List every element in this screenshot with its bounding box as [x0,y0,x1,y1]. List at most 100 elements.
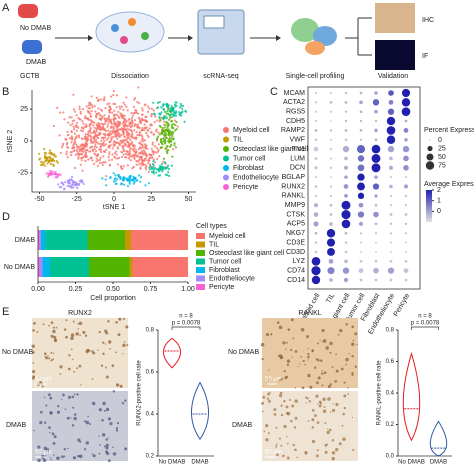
cell-point [166,122,170,125]
violin [429,420,448,457]
cell-point [143,143,147,146]
cell-point [107,115,111,118]
ihc-texture [335,353,337,356]
cell-point [142,140,145,143]
ihc-texture [318,404,322,408]
expression-dot [329,157,333,160]
cell-point [82,150,85,153]
cell-point [178,111,181,114]
panel-title: RUNX2 [68,310,92,317]
ihc-texture [66,416,70,420]
cell-point [87,158,90,161]
cell-point [176,125,179,128]
cell-point [47,175,50,178]
ihc-texture [50,458,53,461]
cell-point [105,129,108,133]
bar-segment [39,230,41,250]
cell-point [121,129,124,132]
cell-point [96,164,100,167]
cell-point [170,110,173,113]
cell-point [138,126,141,130]
cell-point [135,123,138,127]
cell-point [117,115,120,118]
ihc-texture [334,379,338,383]
cell-point [47,156,51,159]
cell-point [95,146,98,149]
size-legend-dot [425,161,435,170]
y-tick-label: 0.4 [386,391,395,397]
ihc-texture [67,367,71,371]
cell-point [105,184,108,187]
cell-point [125,105,128,109]
ihc-texture [85,420,90,425]
cell-point [98,117,102,121]
y-axis-label: RANKL-positive cell rate [377,360,383,426]
cell-point [142,153,145,156]
cell-point [123,124,126,127]
gene-label: RGS5 [286,109,305,116]
cell-point [61,182,64,185]
cell-point [152,109,155,112]
cell-point [59,151,62,155]
ihc-texture [331,451,336,455]
cell-point [125,120,128,123]
cell-point [128,133,131,136]
cell-point [112,129,116,132]
cell-point [99,131,102,135]
expression-dot [344,91,348,95]
ihc-texture [105,375,109,379]
ihc-texture [354,365,358,369]
ihc-texture [356,343,358,346]
cell-point [78,105,81,108]
cell-point [92,121,95,124]
cell-point [82,127,85,130]
profile-icon [305,41,325,55]
cell-point [172,148,175,151]
profile-icon [313,26,337,46]
cell-point [98,128,101,131]
cell-point [144,127,147,130]
cell-point [145,131,148,134]
ihc-texture [77,454,80,458]
cell-point [138,156,141,159]
cell-point [142,149,145,152]
step-label: Single-cell profiling [286,73,345,80]
expression-dot [389,213,393,216]
y-tick-label: 0.6 [146,370,155,376]
ihc-texture [315,454,319,458]
tube-icon [22,40,42,54]
expression-dot [314,138,318,141]
ihc-texture [83,420,86,423]
cell-point [73,132,76,135]
cell-point [167,107,170,111]
legend-swatch [196,275,205,282]
ihc-texture [327,397,331,401]
expression-dot [389,232,393,235]
cell-point [129,142,132,146]
ihc-texture [50,334,54,338]
ihc-texture [342,412,345,416]
step-label: Validation [378,73,408,80]
cell-point [102,155,105,158]
cell-point [109,130,112,134]
cell-point [87,104,91,107]
cell-point [166,173,169,177]
cell-point [122,183,126,186]
cell-point [156,106,159,109]
x-tick-label: 0.00 [31,286,45,293]
ihc-texture [279,355,284,360]
cell-point [122,132,125,135]
y-tick-label: DMAB [15,237,36,244]
cell-point [73,149,76,152]
ihc-texture [280,404,283,407]
ihc-texture [72,456,77,460]
expression-dot [360,251,362,253]
cell-point [171,126,174,130]
expression-dot [342,145,350,153]
cell-point [40,160,43,163]
cell-point [153,120,156,124]
cell-point [101,144,104,147]
cell-point [130,116,134,119]
cell-point [164,124,167,127]
ihc-texture [325,443,328,446]
